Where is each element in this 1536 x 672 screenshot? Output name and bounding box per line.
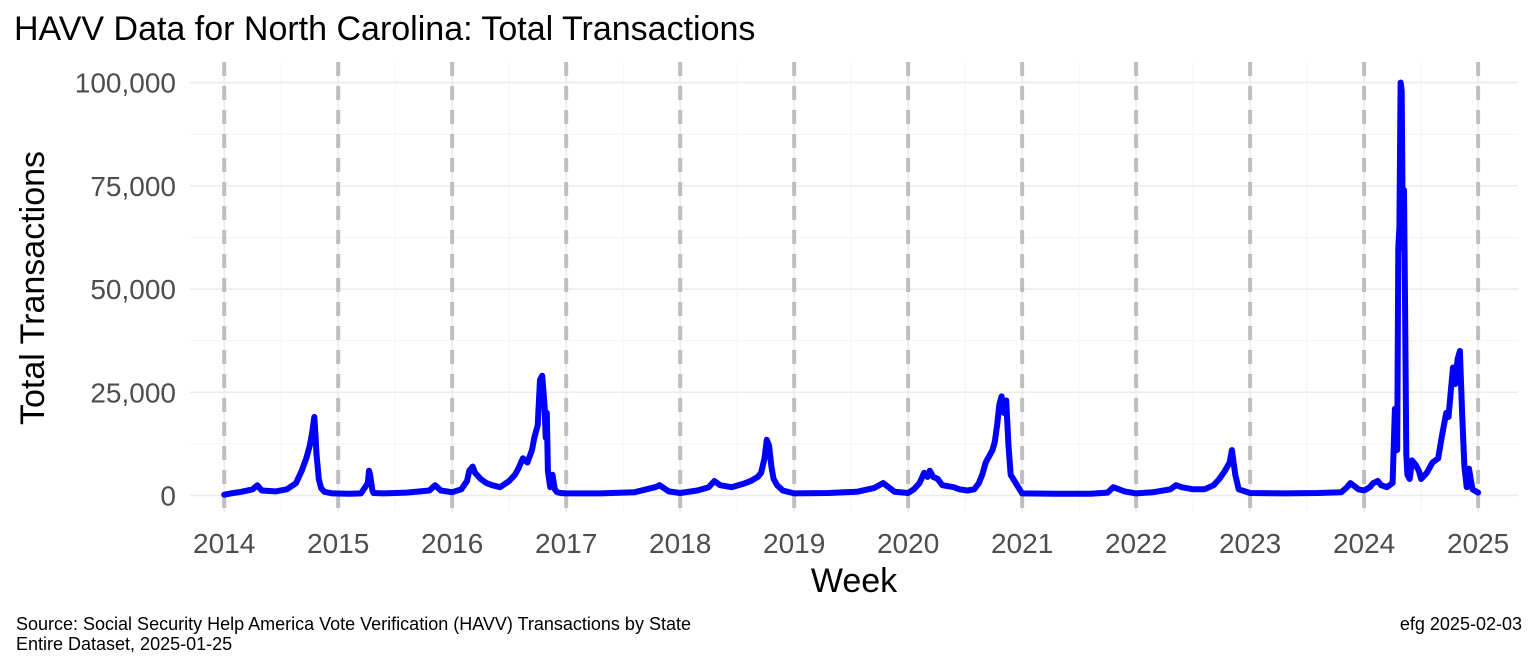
x-tick-label: 2024 — [1333, 528, 1395, 559]
x-tick-label: 2020 — [877, 528, 939, 559]
source-line: Source: Social Security Help America Vot… — [16, 614, 691, 634]
y-tick-label: 0 — [160, 480, 176, 511]
gridlines — [190, 62, 1518, 512]
x-tick-label: 2021 — [991, 528, 1053, 559]
x-tick-label: 2015 — [307, 528, 369, 559]
y-tick-label: 50,000 — [90, 274, 176, 305]
dataset-line: Entire Dataset, 2025-01-25 — [16, 634, 691, 654]
y-tick-label: 25,000 — [90, 377, 176, 408]
x-tick-label: 2023 — [1219, 528, 1281, 559]
x-tick-label: 2014 — [193, 528, 255, 559]
x-tick-label: 2022 — [1105, 528, 1167, 559]
source-caption: Source: Social Security Help America Vot… — [16, 614, 691, 654]
y-tick-label: 75,000 — [90, 171, 176, 202]
author-stamp: efg 2025-02-03 — [1400, 614, 1522, 635]
x-axis-label: Week — [811, 562, 898, 600]
x-tick-label: 2025 — [1447, 528, 1509, 559]
y-axis-label: Total Transactions — [14, 151, 52, 425]
x-tick-label: 2016 — [421, 528, 483, 559]
x-tick-label: 2017 — [535, 528, 597, 559]
x-tick-label: 2018 — [649, 528, 711, 559]
x-tick-label: 2019 — [763, 528, 825, 559]
y-tick-label: 100,000 — [75, 68, 176, 99]
